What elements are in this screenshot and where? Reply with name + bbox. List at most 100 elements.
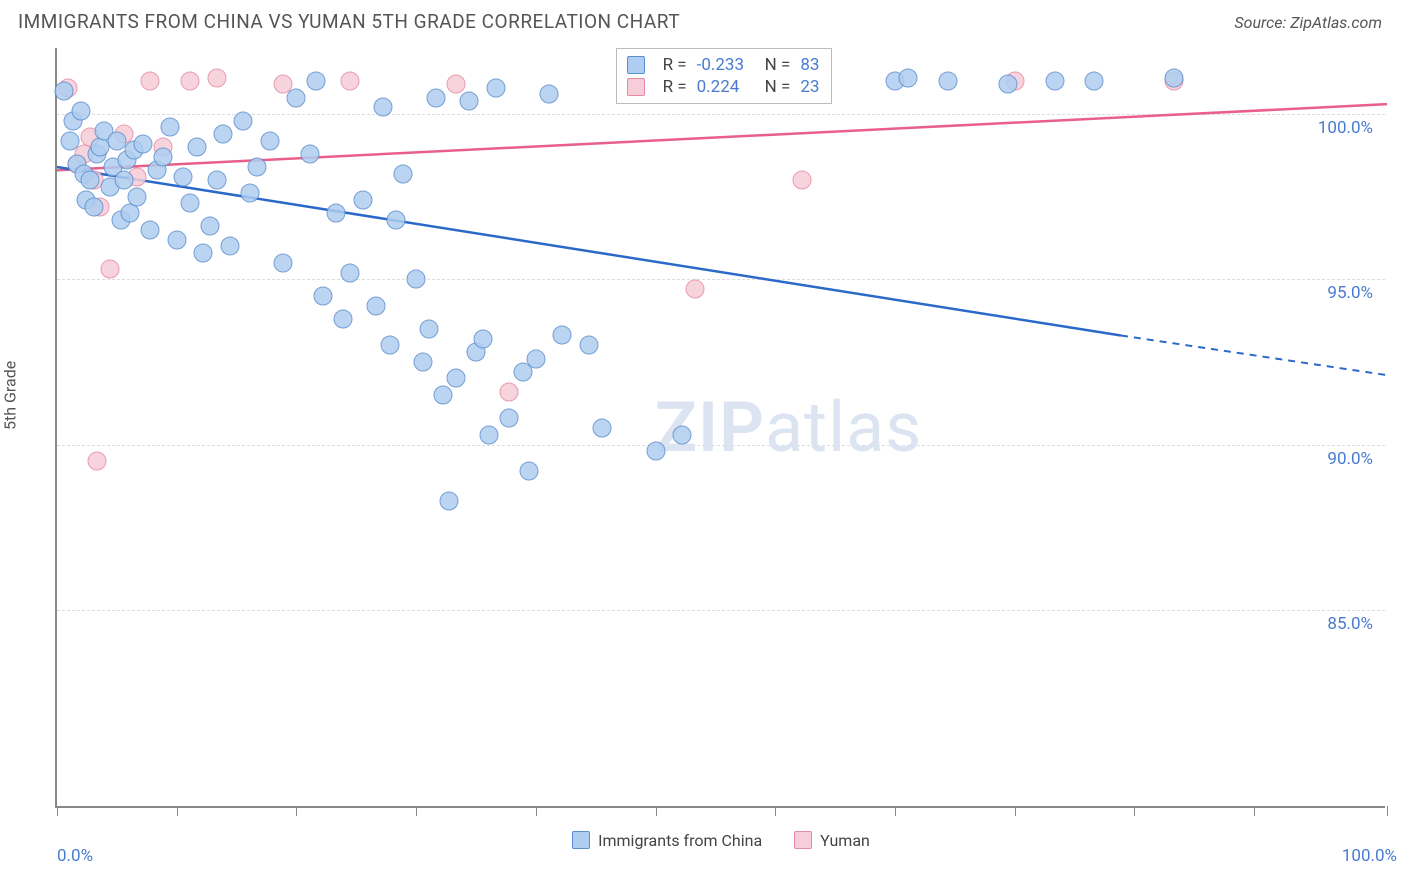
legend-row: R = -0.233 N = 83 xyxy=(627,54,820,76)
n-value: 23 xyxy=(800,77,819,97)
data-point-china xyxy=(167,230,186,249)
data-point-china xyxy=(393,164,412,183)
r-label: R = xyxy=(663,77,687,97)
data-point-china xyxy=(114,171,133,190)
data-point-china xyxy=(526,349,545,368)
data-point-china xyxy=(247,157,266,176)
data-point-china xyxy=(540,85,559,104)
data-point-china xyxy=(447,369,466,388)
data-point-china xyxy=(480,425,499,444)
legend-row: R = 0.224 N = 23 xyxy=(627,76,820,98)
r-label: R = xyxy=(663,55,687,75)
source-attribution: Source: ZipAtlas.com xyxy=(1234,13,1382,32)
data-point-yuman xyxy=(181,72,200,91)
data-point-china xyxy=(141,220,160,239)
legend-label: Immigrants from China xyxy=(598,831,762,850)
data-point-china xyxy=(380,336,399,355)
data-point-china xyxy=(433,385,452,404)
data-point-china xyxy=(194,243,213,262)
legend-item-china: Immigrants from China xyxy=(572,831,762,850)
data-point-china xyxy=(413,352,432,371)
data-point-china xyxy=(207,171,226,190)
scatter-plot: 85.0%90.0%95.0%100.0%0.0%100.0%ZIPatlasR… xyxy=(55,48,1385,808)
data-point-china xyxy=(287,88,306,107)
swatch-icon xyxy=(794,831,812,849)
n-label: N = xyxy=(765,55,791,75)
data-point-china xyxy=(367,296,386,315)
data-point-china xyxy=(553,326,572,345)
data-point-china xyxy=(899,68,918,87)
data-point-china xyxy=(1085,72,1104,91)
data-point-china xyxy=(260,131,279,150)
legend-label: Yuman xyxy=(820,831,870,850)
data-point-china xyxy=(1045,72,1064,91)
r-value: 0.224 xyxy=(697,77,755,97)
data-point-yuman xyxy=(141,72,160,91)
data-point-china xyxy=(340,263,359,282)
n-value: 83 xyxy=(800,55,819,75)
data-point-yuman xyxy=(87,452,106,471)
data-point-china xyxy=(174,167,193,186)
data-point-china xyxy=(407,270,426,289)
data-point-china xyxy=(107,131,126,150)
legend-item-yuman: Yuman xyxy=(794,831,870,850)
data-point-china xyxy=(90,138,109,157)
data-point-yuman xyxy=(340,72,359,91)
data-point-yuman xyxy=(500,382,519,401)
data-point-china xyxy=(314,286,333,305)
data-point-china xyxy=(593,419,612,438)
swatch-icon xyxy=(572,831,590,849)
data-point-china xyxy=(54,81,73,100)
data-point-china xyxy=(427,88,446,107)
data-point-yuman xyxy=(447,75,466,94)
swatch-icon xyxy=(627,56,645,74)
swatch-icon xyxy=(627,78,645,96)
data-point-china xyxy=(580,336,599,355)
data-point-china xyxy=(220,237,239,256)
data-point-china xyxy=(486,78,505,97)
data-point-china xyxy=(939,72,958,91)
data-point-china xyxy=(333,309,352,328)
data-point-yuman xyxy=(792,171,811,190)
data-point-china xyxy=(500,409,519,428)
data-point-yuman xyxy=(207,68,226,87)
data-point-china xyxy=(307,72,326,91)
legend-correlation: R = -0.233 N = 83 R = 0.224 N = 23 xyxy=(616,48,833,104)
data-point-china xyxy=(200,217,219,236)
data-point-china xyxy=(327,204,346,223)
data-point-china xyxy=(473,329,492,348)
r-value: -0.233 xyxy=(697,55,755,75)
data-point-china xyxy=(460,91,479,110)
data-point-china xyxy=(440,491,459,510)
data-point-yuman xyxy=(686,280,705,299)
data-point-china xyxy=(1165,68,1184,87)
data-point-china xyxy=(187,138,206,157)
y-axis-label: 5th Grade xyxy=(1,361,20,430)
data-point-china xyxy=(998,75,1017,94)
data-point-china xyxy=(420,319,439,338)
data-point-china xyxy=(85,197,104,216)
n-label: N = xyxy=(765,77,791,97)
data-point-yuman xyxy=(101,260,120,279)
data-point-china xyxy=(161,118,180,137)
data-point-china xyxy=(127,187,146,206)
data-point-china xyxy=(81,171,100,190)
data-point-china xyxy=(353,191,372,210)
data-point-china xyxy=(673,425,692,444)
data-point-china xyxy=(61,131,80,150)
data-point-china xyxy=(181,194,200,213)
data-point-china xyxy=(134,134,153,153)
data-point-china xyxy=(154,148,173,167)
data-point-china xyxy=(71,101,90,120)
legend-bottom: Immigrants from China Yuman xyxy=(57,831,1385,850)
data-point-china xyxy=(300,144,319,163)
data-point-china xyxy=(214,124,233,143)
data-point-china xyxy=(121,204,140,223)
data-point-china xyxy=(520,461,539,480)
data-point-china xyxy=(240,184,259,203)
data-point-china xyxy=(234,111,253,130)
data-point-china xyxy=(646,442,665,461)
page-title: IMMIGRANTS FROM CHINA VS YUMAN 5TH GRADE… xyxy=(18,10,680,33)
data-point-china xyxy=(387,210,406,229)
x-tick xyxy=(1387,806,1388,816)
